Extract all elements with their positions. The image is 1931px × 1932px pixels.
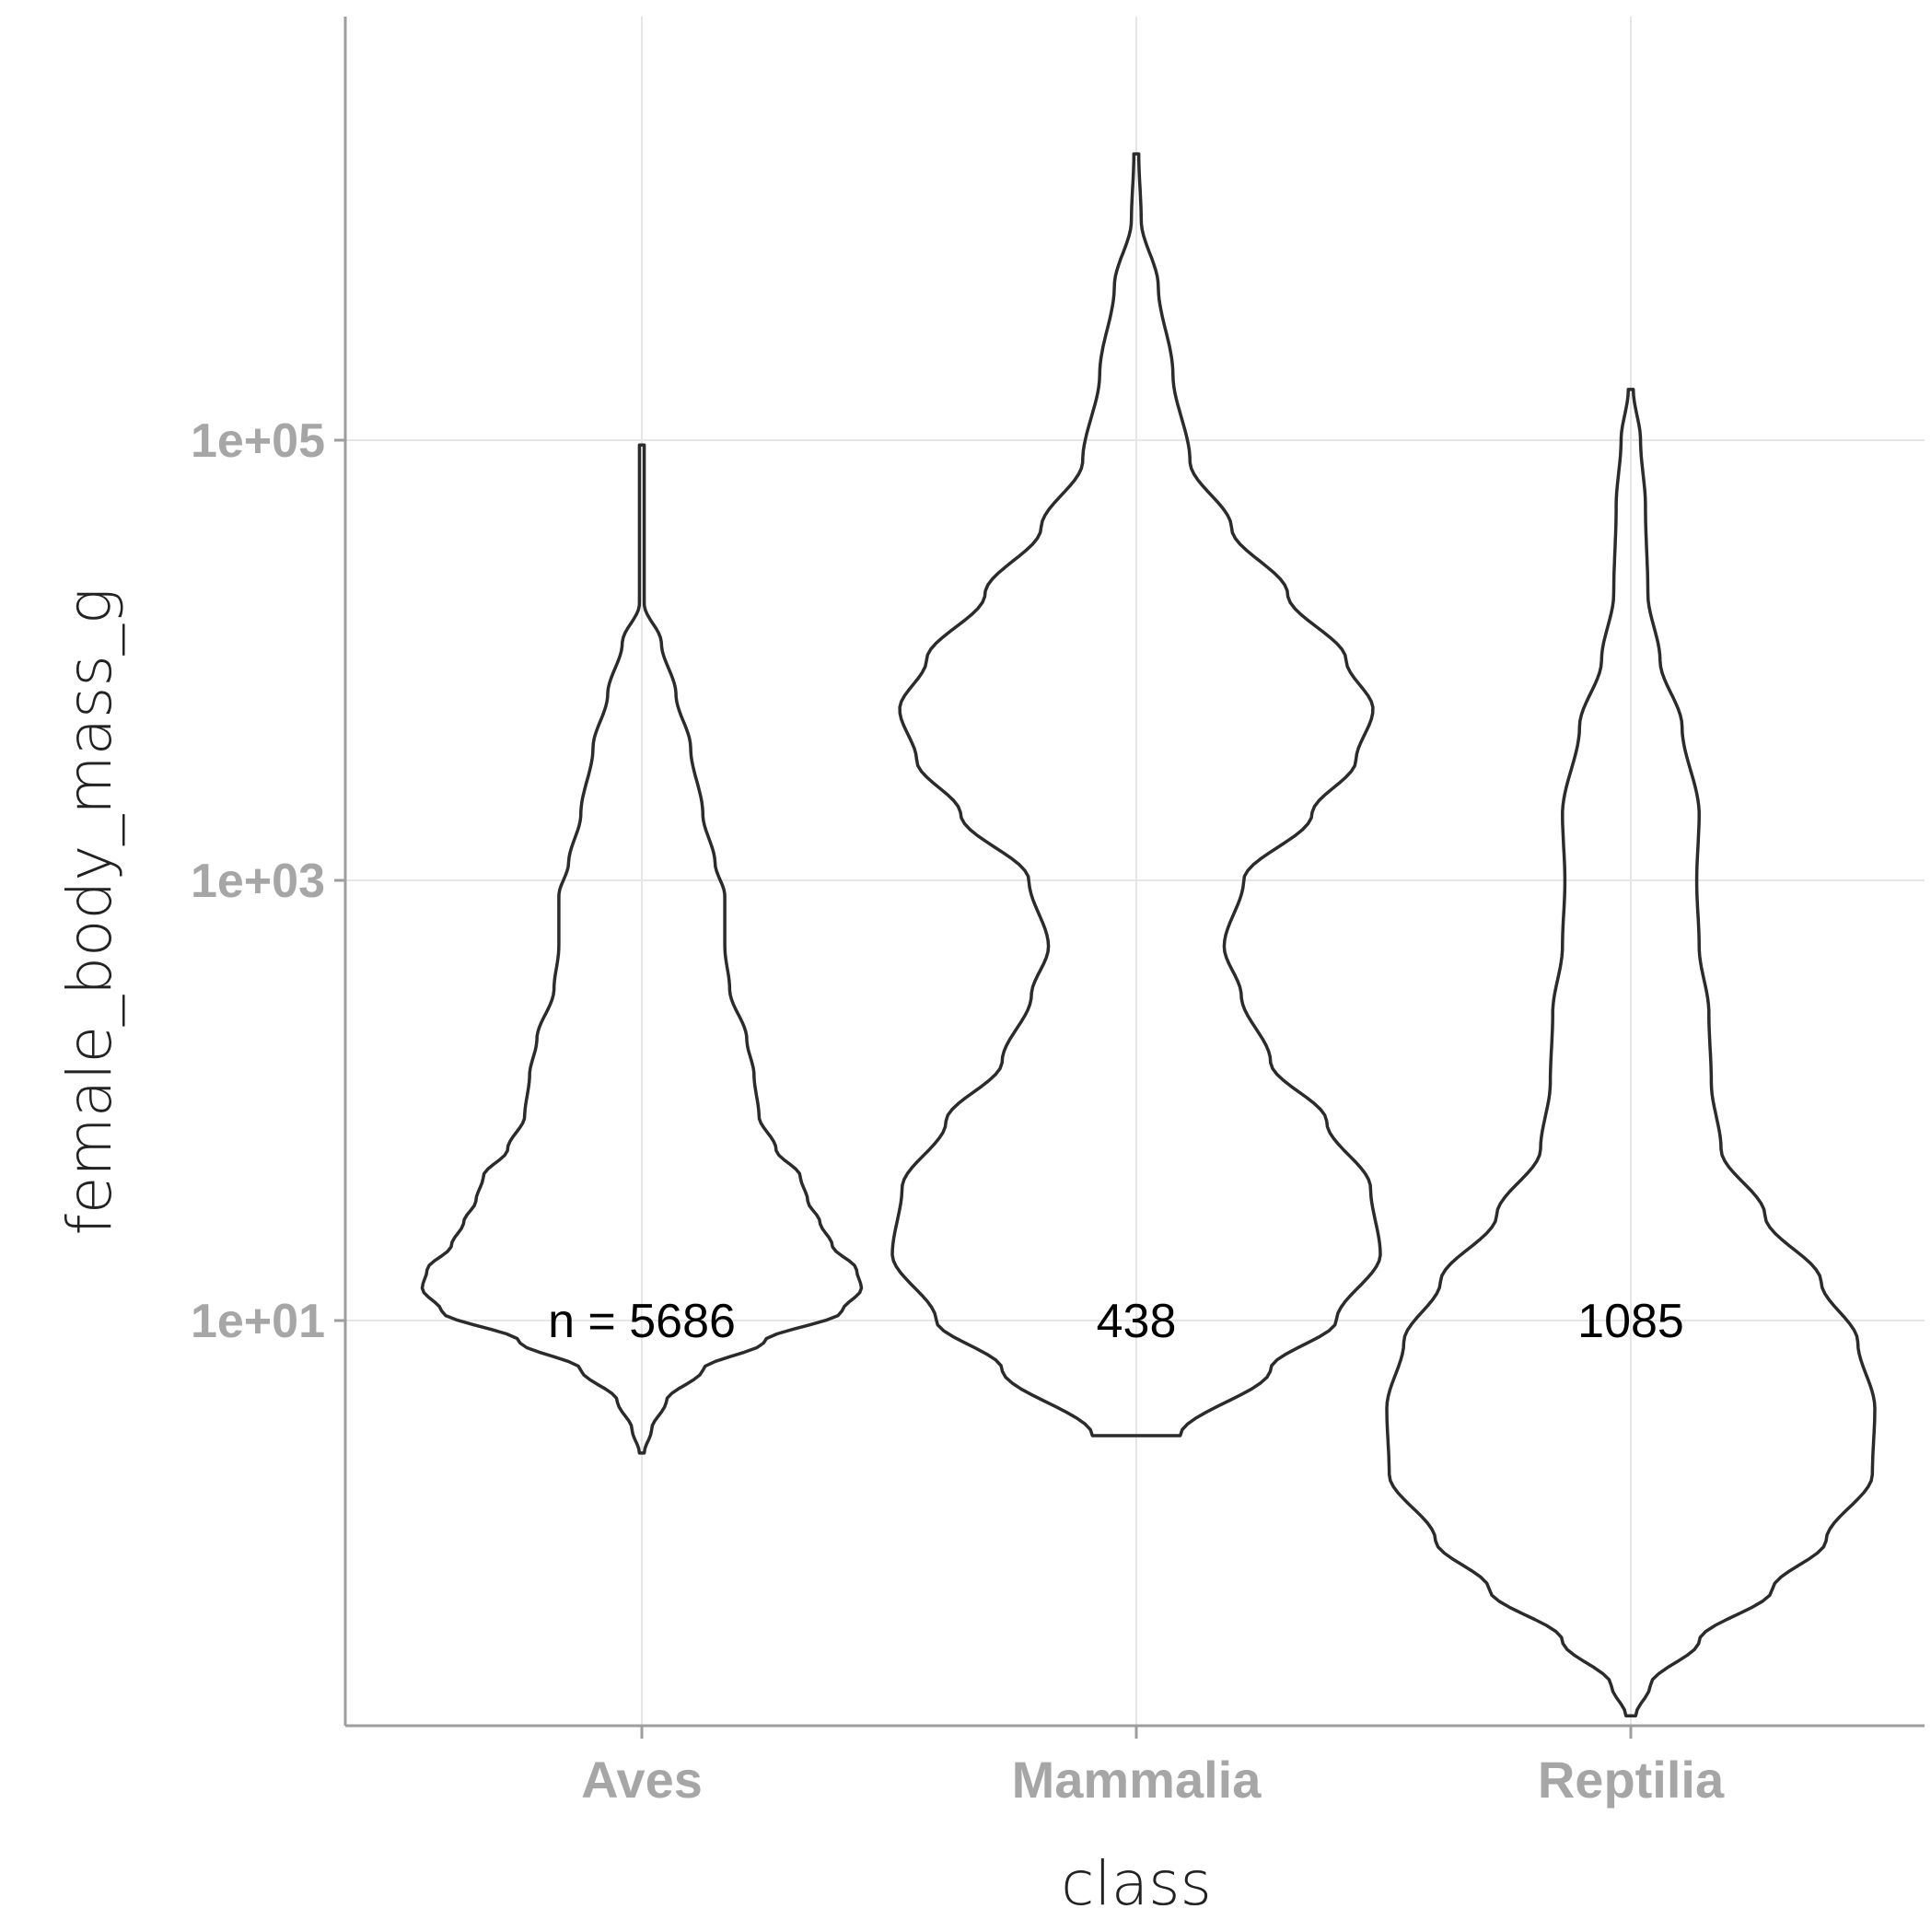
y-axis-title: female_body_mass_g	[54, 588, 125, 1236]
y-tick-label: 1e+01	[191, 1295, 325, 1348]
gridlines	[345, 17, 1925, 1726]
y-tick-label: 1e+03	[191, 855, 325, 908]
x-axis-title: class	[1061, 1848, 1212, 1919]
x-tick-label: Reptilia	[1538, 1751, 1725, 1809]
x-tick-label: Aves	[581, 1751, 703, 1809]
y-tick-label: 1e+05	[191, 414, 325, 468]
labels: 1e+01 1e+03 1e+05 Aves Mammalia Reptilia n = 5…	[191, 414, 1725, 1809]
violins	[420, 152, 1877, 1717]
x-tick-label: Mammalia	[1012, 1751, 1262, 1809]
axes	[334, 17, 1925, 1739]
violin-reptilia	[1385, 388, 1877, 1717]
violin-aves	[420, 443, 864, 1455]
count-label: 438	[1097, 1295, 1177, 1348]
count-label: 1085	[1577, 1295, 1684, 1348]
count-label: n = 5686	[548, 1295, 736, 1348]
violin-mammalia	[890, 152, 1382, 1437]
